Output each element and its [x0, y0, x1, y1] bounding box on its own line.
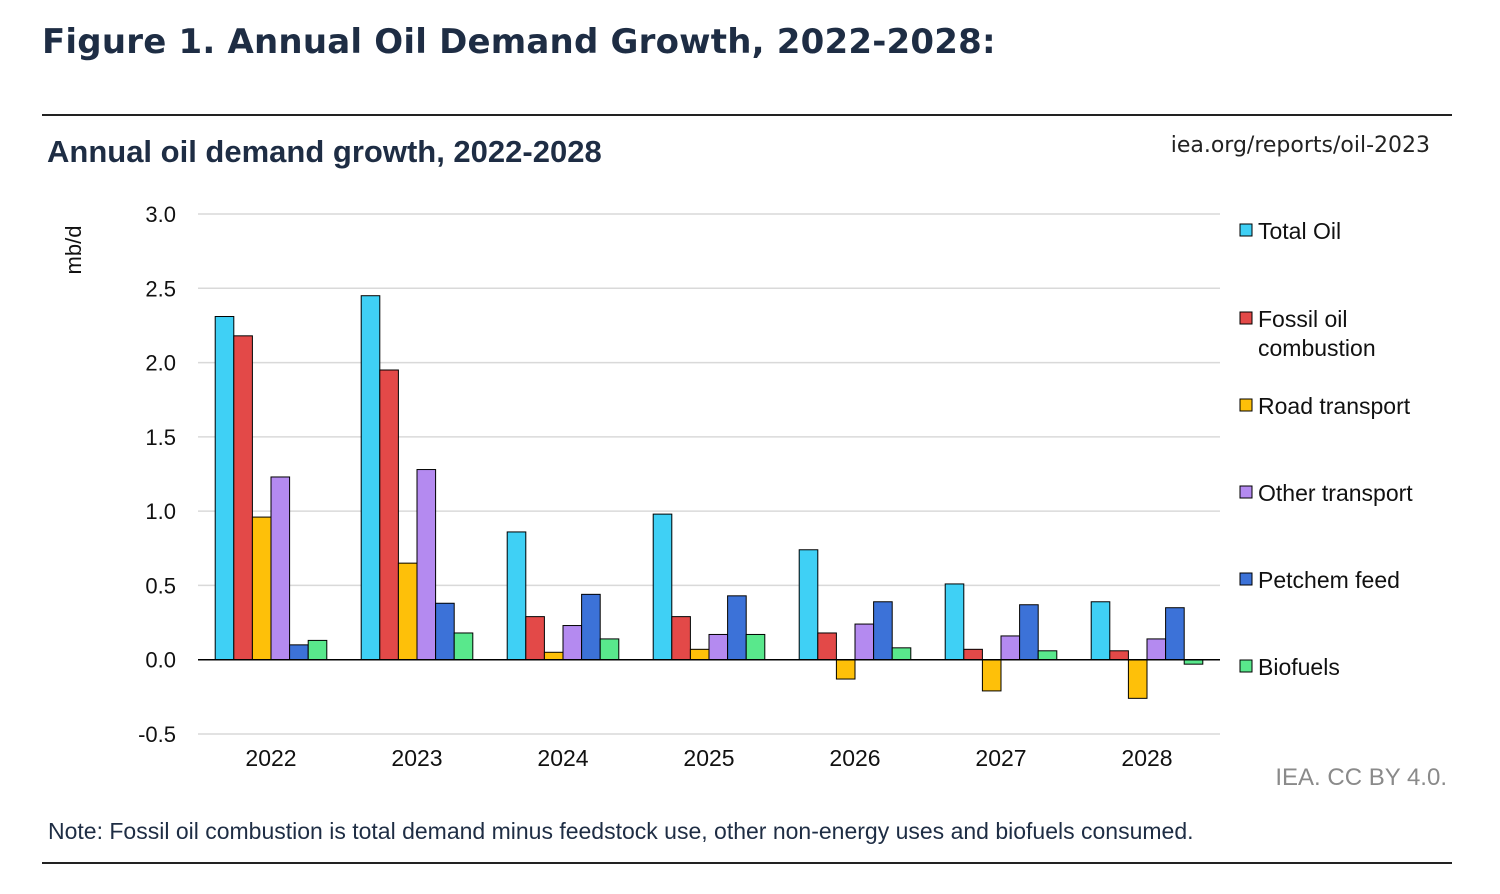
x-tick-label: 2025: [683, 745, 734, 771]
legend: Total Oil Fossil oil combustion Road transp…: [1239, 218, 1413, 680]
x-tick-label: 2027: [975, 745, 1026, 771]
x-tick-label: 2026: [829, 745, 880, 771]
bar-total-oil-2023: [360, 295, 381, 661]
top-divider: [42, 114, 1452, 116]
x-axis-ticks: 2022 2023 2024 2025 2026 2027 2028: [245, 745, 1172, 771]
bar-petchem-feed-2025: [727, 595, 747, 661]
legend-swatch: [1239, 572, 1253, 586]
legend-label: Other transport: [1258, 480, 1413, 506]
bar-fossil-oil-combustion-2023: [379, 369, 399, 661]
y-tick-label: 3.0: [145, 202, 176, 227]
bar-road-transport-2028: [1127, 659, 1148, 699]
bar-petchem-feed-2027: [1019, 604, 1039, 661]
bar-road-transport-2023: [397, 562, 418, 661]
bar-petchem-feed-2023: [435, 602, 455, 661]
bar-other-transport-2024: [562, 625, 583, 661]
legend-swatch: [1239, 485, 1253, 499]
figure-title: Figure 1. Annual Oil Demand Growth, 2022…: [42, 22, 996, 62]
legend-label: Total Oil: [1258, 218, 1341, 244]
bar-biofuels-2024: [599, 638, 620, 661]
y-tick-label: 0.5: [145, 573, 176, 598]
bar-road-transport-2027: [981, 659, 1002, 692]
chart-note: Note: Fossil oil combustion is total dem…: [48, 818, 1194, 844]
y-tick-label: 2.5: [145, 276, 176, 301]
x-tick-label: 2028: [1121, 745, 1172, 771]
bar-total-oil-2024: [506, 531, 527, 661]
bar-fossil-oil-combustion-2024: [525, 616, 545, 661]
bar-biofuels-2022: [307, 639, 328, 661]
bar-petchem-feed-2022: [289, 644, 309, 661]
legend-swatch: [1239, 223, 1253, 237]
bar-other-transport-2025: [708, 633, 729, 661]
bar-petchem-feed-2026: [873, 601, 893, 661]
y-tick-label: 1.5: [145, 425, 176, 450]
x-tick-label: 2024: [537, 745, 588, 771]
bottom-divider: [42, 862, 1452, 864]
source-url: iea.org/reports/oil-2023: [1170, 133, 1430, 158]
credit: IEA. CC BY 4.0.: [1275, 764, 1447, 791]
bar-fossil-oil-combustion-2025: [671, 616, 691, 661]
bar-petchem-feed-2024: [581, 593, 601, 661]
bar-biofuels-2027: [1037, 650, 1058, 661]
bars: [198, 295, 1220, 699]
y-axis-label: mb/d: [61, 226, 86, 275]
y-tick-label: 0.0: [145, 648, 176, 673]
bar-road-transport-2024: [543, 651, 564, 661]
bar-other-transport-2026: [854, 623, 875, 661]
bar-other-transport-2023: [416, 469, 437, 661]
bar-total-oil-2028: [1090, 601, 1111, 661]
y-tick-label: 2.0: [145, 351, 176, 376]
bar-total-oil-2026: [798, 549, 819, 661]
legend-swatch: [1239, 398, 1253, 412]
bar-road-transport-2022: [251, 516, 272, 661]
bar-fossil-oil-combustion-2026: [817, 632, 837, 661]
legend-label: Petchem feed: [1258, 567, 1400, 593]
chart-title: Annual oil demand growth, 2022-2028: [47, 134, 602, 169]
bar-fossil-oil-combustion-2022: [233, 335, 253, 661]
bar-total-oil-2022: [214, 316, 235, 661]
legend-label: Biofuels: [1258, 654, 1340, 680]
x-tick-label: 2022: [245, 745, 296, 771]
bar-total-oil-2025: [652, 513, 673, 661]
bar-petchem-feed-2028: [1165, 607, 1185, 661]
bar-other-transport-2027: [1000, 635, 1021, 661]
x-tick-label: 2023: [391, 745, 442, 771]
bar-biofuels-2023: [453, 632, 474, 661]
bar-biofuels-2026: [891, 647, 912, 661]
bar-fossil-oil-combustion-2027: [963, 648, 983, 661]
bar-biofuels-2025: [745, 633, 766, 661]
bar-road-transport-2026: [835, 659, 856, 680]
bar-other-transport-2028: [1146, 638, 1167, 661]
y-tick-label: 1.0: [145, 499, 176, 524]
legend-label: combustion: [1258, 335, 1376, 361]
y-tick-label: -0.5: [138, 722, 176, 747]
y-axis-ticks: 3.0 2.5 2.0 1.5 1.0 0.5 0.0 -0.5: [138, 202, 176, 747]
legend-swatch: [1239, 311, 1253, 325]
legend-label: Fossil oil: [1258, 306, 1347, 332]
bar-total-oil-2027: [944, 583, 965, 661]
bar-road-transport-2025: [689, 648, 710, 661]
legend-label: Road transport: [1258, 393, 1411, 419]
bar-other-transport-2022: [270, 476, 291, 661]
bar-fossil-oil-combustion-2028: [1109, 650, 1129, 661]
legend-swatch: [1239, 659, 1253, 673]
